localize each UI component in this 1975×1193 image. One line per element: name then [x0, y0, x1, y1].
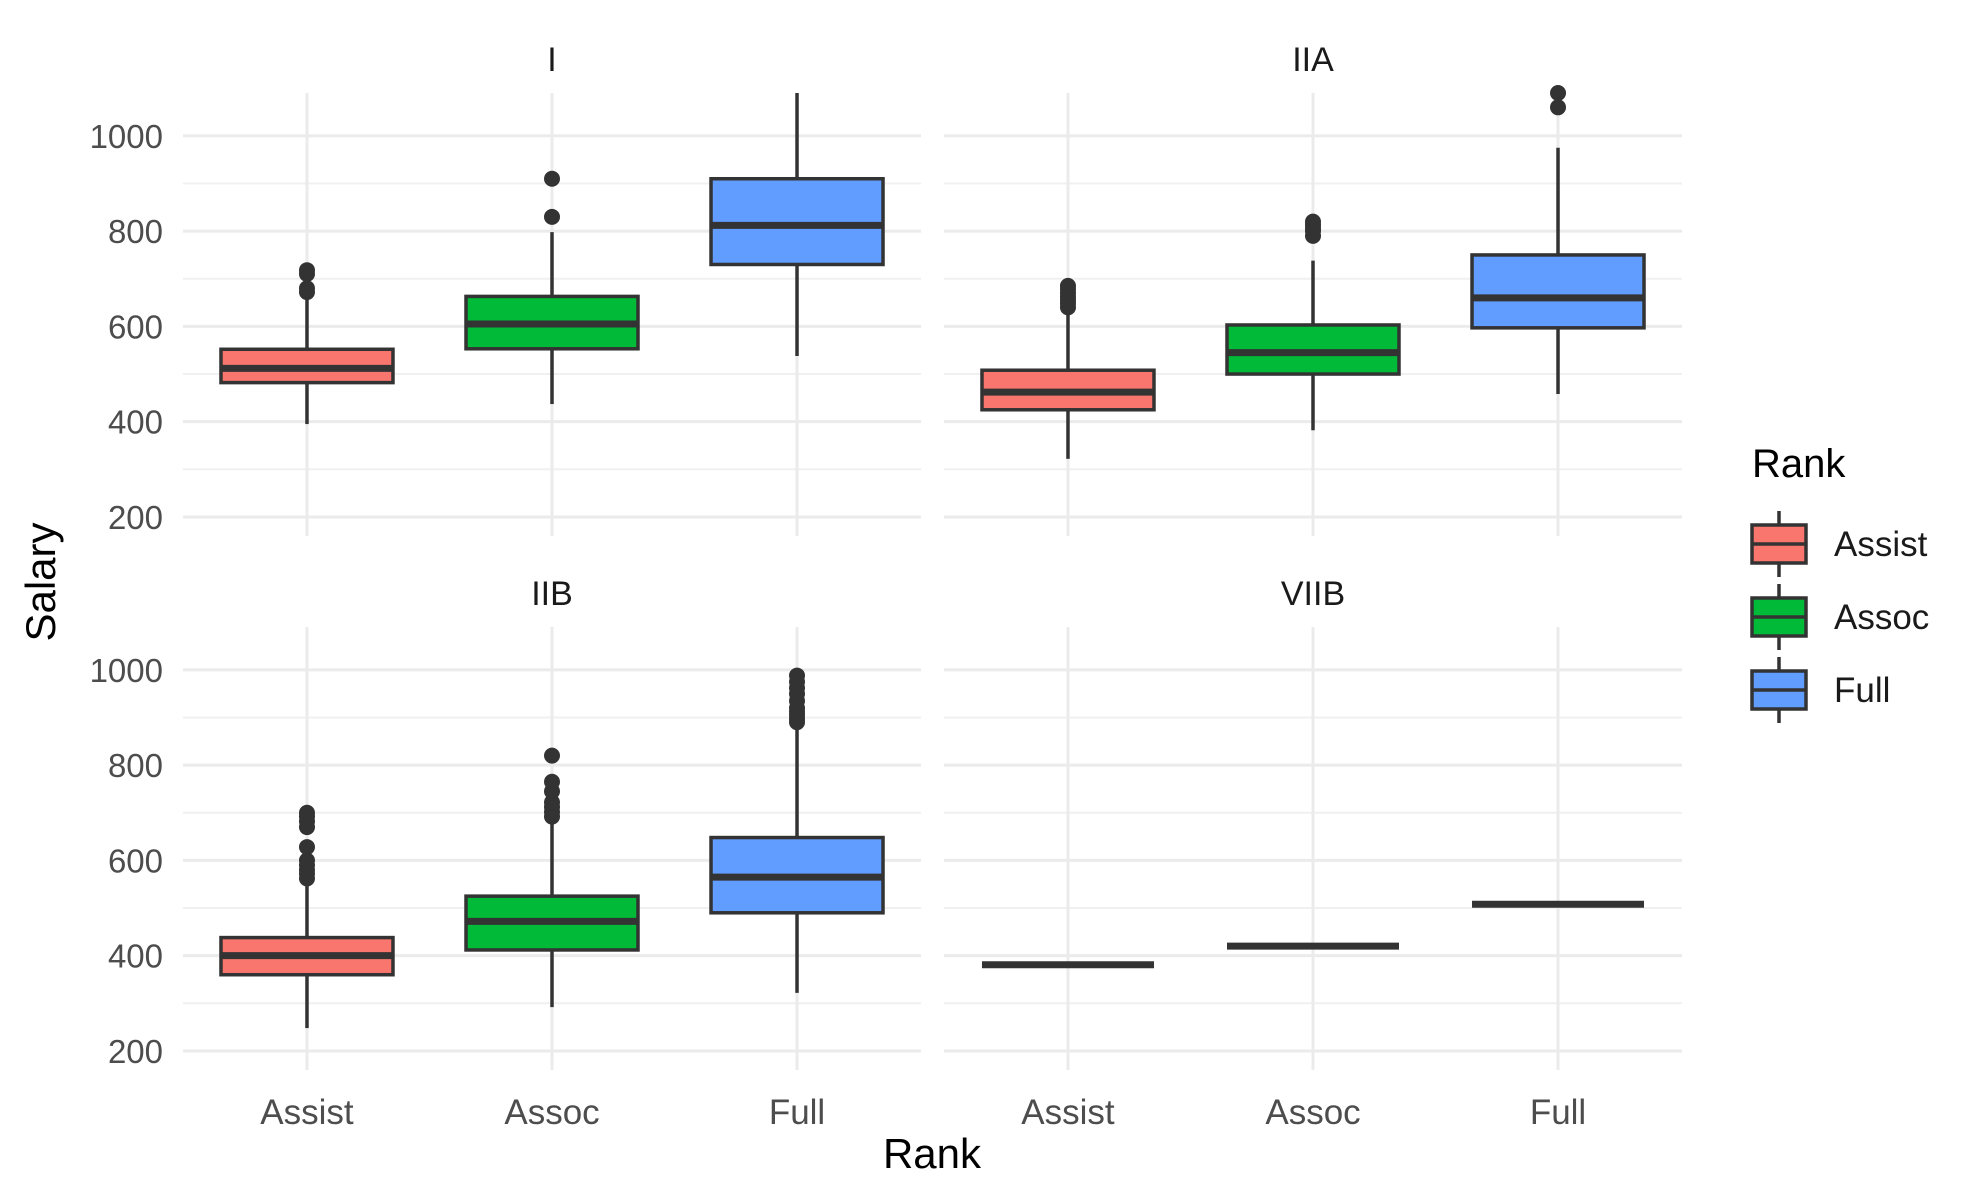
- outlier-point: [298, 262, 315, 279]
- box-full: [1470, 85, 1646, 395]
- outlier-point: [544, 208, 560, 225]
- y-tick-label: 1000: [90, 652, 163, 689]
- y-tick-label: 200: [108, 499, 163, 536]
- facet-panels: I 200 400 600 800 1000 IIA IIB 200 400 600 800 1000 A…: [90, 41, 1682, 1132]
- panel-iia: IIA: [944, 41, 1682, 536]
- x-tick-label: Assoc: [1265, 1093, 1360, 1132]
- box-assoc: [1225, 213, 1401, 431]
- outlier-point: [1059, 277, 1076, 294]
- box-full: [709, 93, 885, 356]
- box-assoc: [464, 170, 640, 405]
- x-tick-label: Assoc: [504, 1093, 599, 1132]
- legend-entry-assoc: Assoc: [1750, 584, 1929, 650]
- box-assoc: [464, 747, 640, 1008]
- x-axis-title: Rank: [883, 1130, 982, 1177]
- outlier-point: [298, 839, 315, 856]
- outlier-point: [298, 804, 315, 821]
- box-iqr: [709, 176, 885, 267]
- legend-entry-full: Full: [1750, 657, 1890, 723]
- box-assist: [219, 804, 395, 1029]
- strip-title: I: [547, 41, 556, 79]
- panel-viib: VIIB Assist Assoc Full: [944, 575, 1682, 1132]
- outlier-point: [1550, 99, 1567, 116]
- outlier-point: [1305, 213, 1321, 230]
- legend-title: Rank: [1752, 442, 1846, 486]
- x-tick-label: Full: [1530, 1093, 1586, 1132]
- outlier-point: [298, 280, 315, 297]
- legend-label: Assist: [1834, 525, 1928, 564]
- outlier-point: [544, 747, 560, 764]
- y-tick-label: 200: [108, 1033, 163, 1070]
- box-assist: [980, 277, 1156, 459]
- y-tick-label: 400: [108, 938, 163, 975]
- strip-title: IIA: [1292, 41, 1334, 79]
- outlier-point: [544, 773, 560, 790]
- y-tick-label: 800: [108, 747, 163, 784]
- legend-entry-assist: Assist: [1750, 511, 1928, 577]
- strip-title: VIIB: [1281, 575, 1345, 613]
- box-iqr: [1470, 253, 1646, 330]
- y-tick-label: 600: [108, 842, 163, 879]
- outlier-point: [789, 667, 806, 684]
- panel-iib: IIB 200 400 600 800 1000 Assist Assoc Full: [90, 575, 921, 1132]
- x-tick-label: Assist: [1021, 1093, 1115, 1132]
- box-full: [709, 667, 885, 993]
- x-tick-label: Full: [769, 1093, 825, 1132]
- y-tick-label: 800: [108, 213, 163, 250]
- y-axis-title: Salary: [17, 522, 64, 641]
- legend-label: Full: [1834, 671, 1890, 710]
- outlier-point: [544, 794, 560, 811]
- strip-title: IIB: [531, 575, 573, 613]
- legend-label: Assoc: [1834, 598, 1929, 637]
- legend: Rank Assist Assoc Full: [1750, 442, 1929, 723]
- y-tick-label: 400: [108, 404, 163, 441]
- panel-i: I 200 400 600 800 1000: [90, 41, 921, 536]
- y-tick-label: 600: [108, 308, 163, 345]
- outlier-point: [1550, 85, 1567, 101]
- outlier-point: [298, 852, 315, 869]
- y-tick-label: 1000: [90, 118, 163, 155]
- x-tick-label: Assist: [260, 1093, 354, 1132]
- box-assist: [219, 262, 395, 425]
- outlier-point: [544, 170, 560, 187]
